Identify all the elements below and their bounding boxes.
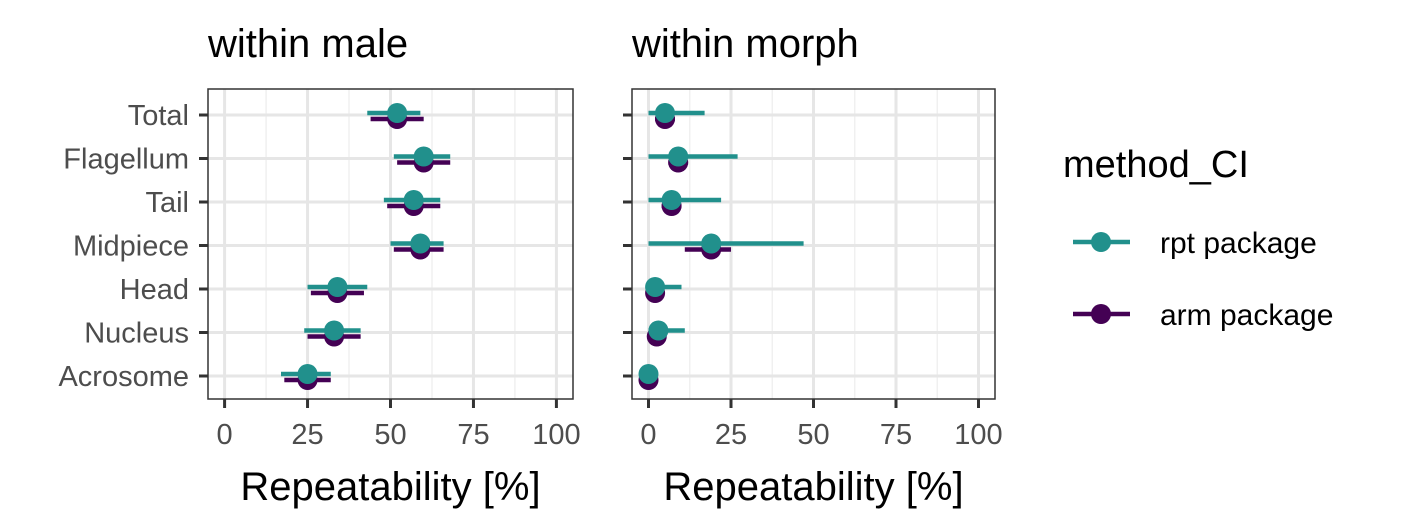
point-rpt-package-tail bbox=[403, 190, 424, 210]
panels: within male Total Flagellum Tail Midpiece Hea… bbox=[58, 22, 1002, 509]
point-rpt-package-head bbox=[645, 277, 666, 297]
point-rpt-package-acrosome bbox=[297, 364, 318, 384]
point-rpt-package-head bbox=[327, 277, 348, 297]
point-rpt-package-total bbox=[387, 103, 408, 123]
legend-title: method_CI bbox=[1063, 144, 1249, 186]
x-tick-label: 100 bbox=[954, 419, 1002, 451]
y-tick-label-total: Total bbox=[128, 100, 189, 132]
x-tick-label: 25 bbox=[715, 419, 747, 451]
legend-label-arm-package: arm package bbox=[1160, 299, 1333, 332]
point-rpt-package-tail bbox=[661, 190, 682, 210]
facet-title: within morph bbox=[631, 22, 859, 66]
point-rpt-package-midpiece bbox=[410, 233, 431, 254]
y-tick-label-midpiece: Midpiece bbox=[73, 231, 189, 263]
facet-title: within male bbox=[207, 22, 408, 66]
legend-key-arm-package bbox=[1073, 304, 1130, 324]
x-tick-label: 0 bbox=[640, 419, 656, 451]
series-rpt-package bbox=[281, 103, 451, 384]
y-tick-label-acrosome: Acrosome bbox=[58, 361, 189, 393]
y-tick-label-flagellum: Flagellum bbox=[63, 144, 189, 176]
point-rpt-package-midpiece bbox=[701, 233, 722, 254]
x-axis-title: Repeatability [%] bbox=[240, 465, 540, 509]
y-tick-label-head: Head bbox=[120, 274, 189, 306]
series-rpt-package bbox=[638, 103, 804, 384]
point-rpt-package-acrosome bbox=[638, 364, 659, 384]
panel-within-male: within male Total Flagellum Tail Midpiece Hea… bbox=[58, 22, 580, 509]
x-tick-label: 50 bbox=[797, 419, 829, 451]
legend-key-rpt-package bbox=[1073, 232, 1130, 252]
point-rpt-package-nucleus bbox=[324, 320, 345, 341]
x-tick-label: 50 bbox=[374, 419, 406, 451]
x-tick-label: 0 bbox=[217, 419, 233, 451]
point-rpt-package-total bbox=[655, 103, 675, 123]
x-tick-label: 100 bbox=[532, 419, 580, 451]
y-tick-label-tail: Tail bbox=[145, 187, 189, 219]
point-rpt-package-flagellum bbox=[668, 146, 689, 167]
x-axis-title: Repeatability [%] bbox=[663, 465, 963, 509]
point-rpt-package-nucleus bbox=[648, 320, 669, 341]
y-tick-label-nucleus: Nucleus bbox=[84, 318, 189, 350]
x-tick-label: 75 bbox=[880, 419, 912, 451]
panel-within-morph: within morph 0 25 50 75 100 Repeatability [%] bbox=[623, 22, 1003, 509]
legend-key-point bbox=[1091, 232, 1111, 252]
legend-key-point bbox=[1091, 304, 1111, 324]
x-tick-label: 75 bbox=[457, 419, 489, 451]
legend-label-rpt-package: rpt package bbox=[1160, 227, 1317, 260]
x-tick-label: 25 bbox=[291, 419, 323, 451]
point-rpt-package-flagellum bbox=[413, 146, 434, 167]
